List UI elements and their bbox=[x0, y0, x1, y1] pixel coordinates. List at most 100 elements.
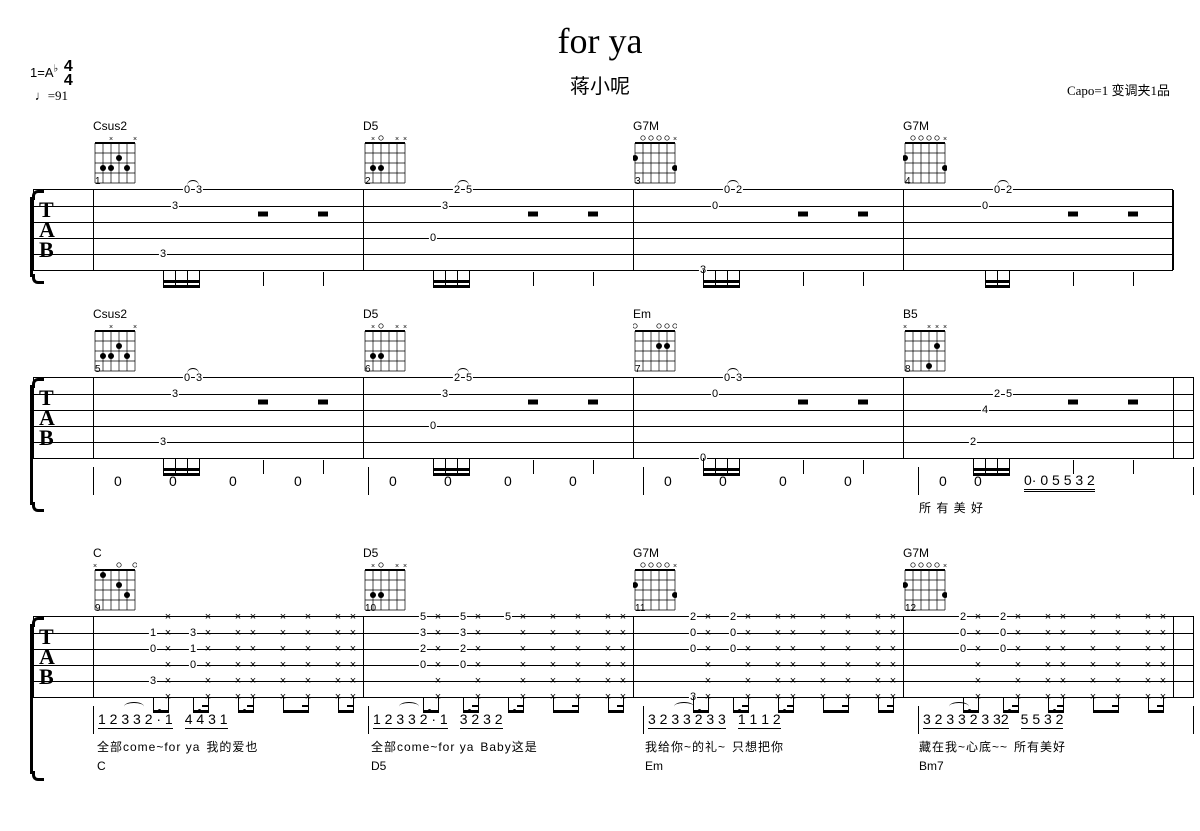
mute-mark: × bbox=[890, 659, 896, 671]
tab-note: 3 bbox=[159, 436, 167, 448]
tab-note: 3 bbox=[441, 388, 449, 400]
mute-mark: × bbox=[250, 659, 256, 671]
tab-note: 2 bbox=[419, 643, 427, 655]
chord-box: Csus2 ×× bbox=[93, 307, 363, 373]
mute-mark: × bbox=[775, 659, 781, 671]
tab-note: 5 bbox=[459, 611, 467, 623]
chord-name: D5 bbox=[363, 307, 633, 321]
tab-note: 2 bbox=[689, 611, 697, 623]
jianpu-note: 0 bbox=[504, 473, 514, 489]
mute-mark: × bbox=[890, 643, 896, 655]
mute-mark: × bbox=[575, 659, 581, 671]
mute-mark: × bbox=[975, 643, 981, 655]
tab-note: 3 bbox=[189, 627, 197, 639]
rest bbox=[798, 212, 808, 217]
mute-mark: × bbox=[975, 627, 981, 639]
svg-text:×: × bbox=[943, 324, 947, 331]
tab-note: 0 bbox=[689, 643, 697, 655]
mute-mark: × bbox=[790, 611, 796, 623]
lyric-bar bbox=[641, 499, 915, 516]
mute-mark: × bbox=[875, 675, 881, 687]
jianpu-note: 0 bbox=[719, 473, 729, 489]
lyric: 所有美好 bbox=[1014, 738, 1066, 755]
key: 1=A bbox=[30, 65, 54, 80]
tab-label: TAB bbox=[39, 627, 55, 687]
svg-text:×: × bbox=[403, 563, 407, 570]
mute-mark: × bbox=[820, 675, 826, 687]
mute-mark: × bbox=[1160, 675, 1166, 687]
jianpu-bar: 1 2 3 3 2 · 13 2 3 2 bbox=[368, 706, 643, 734]
rest bbox=[318, 212, 328, 217]
lyric-row: 全部come~for ya我的爱也全部come~for yaBaby这是我给你~… bbox=[33, 738, 1194, 755]
jianpu-note: 0 bbox=[939, 473, 949, 489]
flat: ♭ bbox=[54, 64, 59, 75]
lyric-bar: 全部come~for yaBaby这是 bbox=[367, 738, 641, 755]
mute-mark: × bbox=[1160, 659, 1166, 671]
rest bbox=[318, 400, 328, 405]
mute-mark: × bbox=[575, 643, 581, 655]
mute-mark: × bbox=[475, 627, 481, 639]
jianpu-row: 000000000000000· 0 5 5 3 2 bbox=[33, 467, 1194, 495]
capo: Capo=1 变调夹1品 bbox=[1067, 80, 1170, 99]
mute-mark: × bbox=[875, 627, 881, 639]
mute-mark: × bbox=[745, 611, 751, 623]
tab-staff: TAB93103310×××××××××××××××××××××××××××××… bbox=[33, 616, 1194, 698]
mute-mark: × bbox=[550, 643, 556, 655]
svg-text:×: × bbox=[371, 136, 375, 143]
svg-text:×: × bbox=[395, 563, 399, 570]
mute-mark: × bbox=[165, 643, 171, 655]
mute-mark: × bbox=[250, 643, 256, 655]
mute-mark: × bbox=[520, 611, 526, 623]
mute-mark: × bbox=[745, 627, 751, 639]
mute-mark: × bbox=[820, 627, 826, 639]
lyric-bar: 全部come~for ya我的爱也 bbox=[93, 738, 367, 755]
jianpu-row: 1 2 3 3 2 · 14 4 3 11 2 3 3 2 · 13 2 3 2… bbox=[33, 706, 1194, 734]
jianpu-group: 0· 0 5 5 3 2 bbox=[1024, 472, 1095, 490]
mute-mark: × bbox=[335, 627, 341, 639]
mute-mark: × bbox=[305, 643, 311, 655]
mute-mark: × bbox=[620, 627, 626, 639]
jianpu-group: 5 5 3 2 bbox=[1021, 711, 1064, 729]
svg-text:×: × bbox=[927, 324, 931, 331]
jianpu-note: 0 bbox=[569, 473, 579, 489]
mute-mark: × bbox=[1145, 627, 1151, 639]
mute-mark: × bbox=[1115, 643, 1121, 655]
tab-note: 5 bbox=[419, 611, 427, 623]
mute-mark: × bbox=[1160, 611, 1166, 623]
jianpu-group: 3 2 3 3 2 3 3 bbox=[648, 711, 726, 729]
tab-note: 0 bbox=[729, 643, 737, 655]
bar-number: 4 bbox=[905, 176, 911, 187]
chord-label: C bbox=[93, 759, 367, 773]
chord-name: G7M bbox=[633, 119, 903, 133]
mute-mark: × bbox=[1145, 659, 1151, 671]
bar-number: 3 bbox=[635, 176, 641, 187]
tab-note: 0 bbox=[429, 232, 437, 244]
tab-note: 3 bbox=[171, 200, 179, 212]
mute-mark: × bbox=[1115, 659, 1121, 671]
mute-mark: × bbox=[550, 675, 556, 687]
rest bbox=[258, 212, 268, 217]
tab-note: 0 bbox=[959, 627, 967, 639]
mute-mark: × bbox=[305, 627, 311, 639]
meta-left: 1=A♭ 44 ♩=91 bbox=[30, 60, 73, 105]
mute-mark: × bbox=[890, 611, 896, 623]
tab-note: 0 bbox=[459, 659, 467, 671]
mute-mark: × bbox=[1060, 643, 1066, 655]
mute-mark: × bbox=[1090, 675, 1096, 687]
mute-mark: × bbox=[1145, 611, 1151, 623]
bar-number: 6 bbox=[365, 364, 371, 375]
mute-mark: × bbox=[1160, 643, 1166, 655]
jianpu-note: 0 bbox=[114, 473, 124, 489]
mute-mark: × bbox=[820, 611, 826, 623]
mute-mark: × bbox=[1090, 611, 1096, 623]
lyric: 全部come~for ya bbox=[97, 738, 200, 755]
tab-note: 2 bbox=[969, 436, 977, 448]
mute-mark: × bbox=[1015, 611, 1021, 623]
lyric-bar bbox=[367, 499, 641, 516]
chord-label: D5 bbox=[367, 759, 641, 773]
svg-text:×: × bbox=[109, 324, 113, 331]
rest bbox=[798, 400, 808, 405]
mute-mark: × bbox=[165, 611, 171, 623]
mute-mark: × bbox=[605, 627, 611, 639]
mute-mark: × bbox=[875, 643, 881, 655]
